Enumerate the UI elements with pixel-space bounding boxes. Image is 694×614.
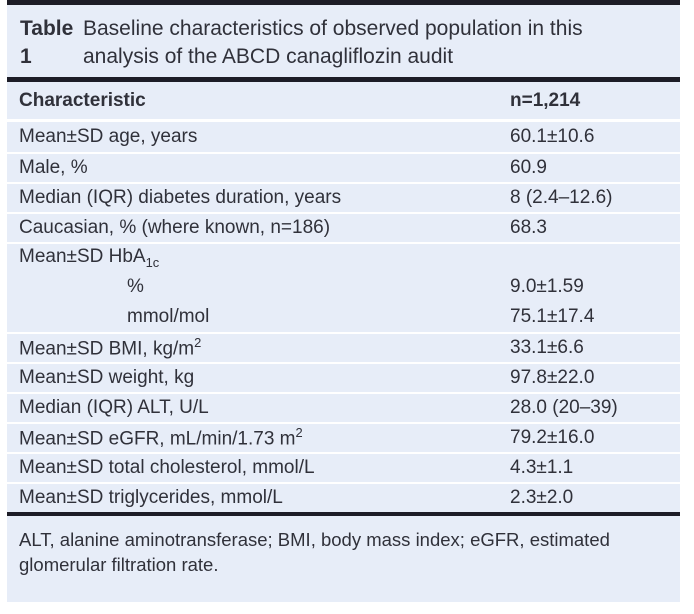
- row-value: 97.8±22.0: [510, 367, 595, 388]
- table-row: Mean±SD triglycerides, mmol/L 2.3±2.0: [7, 482, 680, 512]
- table-row: Mean±SD age, years 60.1±10.6: [7, 122, 680, 152]
- table-row: Mean±SD eGFR, mL/min/1.73 m2 79.2±16.0: [7, 422, 680, 452]
- row-label: Mean±SD BMI, kg/m2: [19, 335, 202, 360]
- table-caption: Table 1 Baseline characteristics of obse…: [7, 5, 680, 77]
- table-row: Mean±SD HbA1c: [7, 242, 680, 272]
- table-row: % 9.0±1.59: [7, 272, 680, 302]
- row-label: Mean±SD HbA1c: [19, 246, 160, 270]
- table-bottom-rule: [7, 512, 680, 516]
- table-caption-text: Baseline characteristics of observed pop…: [83, 17, 583, 68]
- caption-divider-rule: [7, 77, 680, 82]
- row-value: 60.1±10.6: [510, 126, 595, 147]
- table-row: Median (IQR) ALT, U/L 28.0 (20–39): [7, 392, 680, 422]
- table-panel: Table 1 Baseline characteristics of obse…: [7, 0, 680, 602]
- table-body: Mean±SD age, years 60.1±10.6 Male, % 60.…: [7, 122, 680, 512]
- row-value: 79.2±16.0: [510, 427, 595, 448]
- row-label: Male, %: [19, 157, 88, 178]
- row-label: Mean±SD triglycerides, mmol/L: [19, 487, 283, 508]
- row-value: 33.1±6.6: [510, 337, 584, 358]
- row-value: 60.9: [510, 157, 547, 178]
- row-value: 9.0±1.59: [510, 276, 584, 297]
- header-characteristic: Characteristic: [19, 89, 146, 111]
- table-row: Median (IQR) diabetes duration, years 8 …: [7, 182, 680, 212]
- row-value: 28.0 (20–39): [510, 397, 618, 418]
- row-label: Mean±SD age, years: [19, 126, 198, 147]
- row-label: Median (IQR) diabetes duration, years: [19, 187, 342, 208]
- row-label: Median (IQR) ALT, U/L: [19, 397, 209, 418]
- row-value: 75.1±17.4: [510, 306, 595, 327]
- row-label: Mean±SD total cholesterol, mmol/L: [19, 457, 315, 478]
- table-row: Mean±SD BMI, kg/m2 33.1±6.6: [7, 332, 680, 362]
- row-value: 8 (2.4–12.6): [510, 187, 613, 208]
- row-label: Caucasian, % (where known, n=186): [19, 217, 331, 238]
- row-value: 2.3±2.0: [510, 487, 574, 508]
- row-value: 68.3: [510, 217, 547, 238]
- row-value: 4.3±1.1: [510, 457, 574, 478]
- table-header-row: Characteristic n=1,214: [7, 82, 680, 122]
- table-row: Mean±SD weight, kg 97.8±22.0: [7, 362, 680, 392]
- table-footnote: ALT, alanine aminotransferase; BMI, body…: [19, 529, 610, 575]
- table-row: mmol/mol 75.1±17.4: [7, 302, 680, 332]
- table-top-rule: [7, 0, 680, 5]
- row-label: %: [127, 276, 144, 297]
- table-row: Male, % 60.9: [7, 152, 680, 182]
- table-caption-label: Table 1: [20, 17, 74, 68]
- header-n: n=1,214: [510, 89, 581, 111]
- table-row: Caucasian, % (where known, n=186) 68.3: [7, 212, 680, 242]
- table-row: Mean±SD total cholesterol, mmol/L 4.3±1.…: [7, 452, 680, 482]
- row-label: Mean±SD weight, kg: [19, 367, 195, 388]
- row-label: mmol/mol: [127, 306, 210, 327]
- row-label: Mean±SD eGFR, mL/min/1.73 m2: [19, 425, 303, 450]
